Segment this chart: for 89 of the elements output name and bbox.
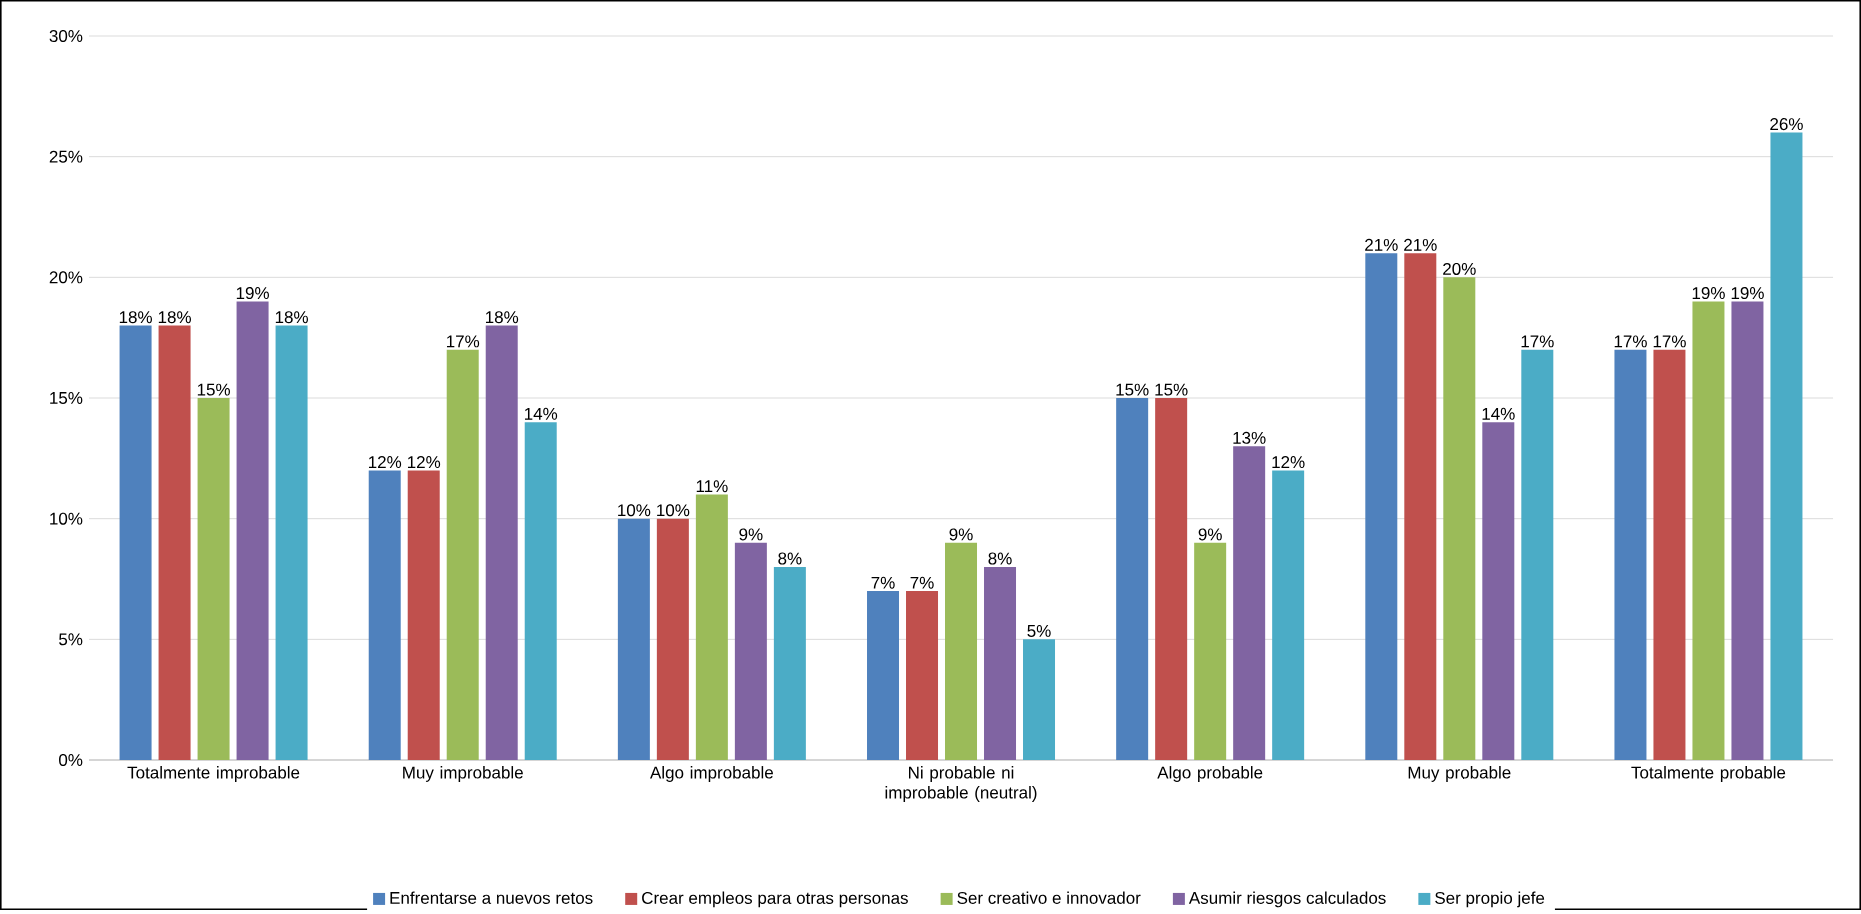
data-label: 7%: [910, 576, 934, 589]
bar: [1731, 301, 1764, 760]
data-label: 12%: [407, 455, 441, 468]
data-label: 7%: [871, 576, 895, 589]
data-label: 20%: [1443, 262, 1476, 275]
bar: [1653, 349, 1686, 760]
data-label: 19%: [1731, 286, 1764, 299]
bar: [1770, 132, 1803, 760]
bar: [407, 470, 440, 760]
bar: [1404, 253, 1437, 760]
data-label: 18%: [485, 311, 519, 324]
bar: [524, 421, 557, 760]
bar: [446, 349, 479, 760]
bar: [368, 470, 401, 760]
data-label: 13%: [1233, 431, 1266, 444]
bar: [275, 325, 308, 760]
data-label: 9%: [949, 528, 973, 541]
data-label: 14%: [1482, 407, 1515, 420]
data-label: 17%: [1521, 335, 1554, 348]
bar: [1023, 639, 1056, 760]
x-tick-label: Totalmente improbable: [127, 765, 300, 782]
data-label: 17%: [1653, 335, 1686, 348]
bar: [695, 494, 728, 760]
data-label: 12%: [1272, 455, 1305, 468]
data-label: 10%: [657, 504, 690, 517]
data-label: 26%: [1770, 117, 1803, 130]
data-label: 9%: [739, 528, 763, 541]
bar: [773, 566, 806, 760]
y-tick-label: 5%: [59, 633, 83, 646]
data-label: 21%: [1404, 238, 1437, 251]
bar: [1692, 301, 1725, 760]
data-label: 15%: [1116, 383, 1149, 396]
bar: [867, 590, 900, 760]
bar: [1155, 397, 1188, 760]
bar: [236, 301, 269, 760]
bar: [158, 325, 191, 760]
data-label: 5%: [1027, 624, 1051, 637]
legend-label: Asumir riesgos calculados: [1188, 891, 1386, 908]
data-label: 15%: [1155, 383, 1188, 396]
data-label: 17%: [447, 335, 480, 348]
y-tick-label: 20%: [49, 271, 83, 284]
y-tick-label: 25%: [49, 150, 83, 163]
bar: [1233, 446, 1266, 760]
bar: [1614, 349, 1647, 760]
bar: [1116, 397, 1149, 760]
bar: [1272, 470, 1305, 760]
bar: [119, 325, 152, 760]
x-tick-label: Ni probable ni improbable (neutral): [885, 765, 1037, 802]
bar: [734, 542, 767, 760]
data-label: 8%: [778, 552, 802, 565]
bar: [1443, 277, 1476, 760]
data-label: 9%: [1198, 528, 1222, 541]
bar: [906, 590, 939, 760]
legend-label: Crear empleos para otras personas: [642, 891, 908, 908]
data-label: 10%: [618, 504, 651, 517]
bar: [617, 518, 650, 760]
y-tick-label: 30%: [49, 29, 83, 42]
data-label: 21%: [1365, 238, 1398, 251]
data-label: 17%: [1614, 335, 1647, 348]
x-tick-label: Algo improbable: [650, 765, 773, 782]
bar: [984, 566, 1017, 760]
y-tick-label: 0%: [59, 753, 83, 766]
bar: [197, 397, 230, 760]
data-label: 18%: [275, 311, 308, 324]
x-tick-label: Totalmente probable: [1631, 765, 1786, 782]
bar: [1482, 421, 1515, 760]
data-label: 18%: [119, 311, 152, 324]
x-tick-label: Algo probable: [1157, 765, 1263, 782]
bar: [485, 325, 518, 760]
data-label: 8%: [988, 552, 1012, 565]
data-label: 12%: [368, 455, 402, 468]
legend-label: Enfrentarse a nuevos retos: [390, 891, 593, 904]
legend-label: Ser creativo e innovador: [957, 891, 1141, 904]
bar: [656, 518, 689, 760]
data-label: 19%: [236, 286, 269, 299]
data-label: 14%: [524, 407, 558, 420]
bar: [1194, 542, 1227, 760]
x-tick-label: Muy improbable: [403, 765, 523, 782]
bar: [1521, 349, 1554, 760]
x-tick-label: Muy probable: [1408, 765, 1511, 782]
data-label: 15%: [197, 383, 230, 396]
data-label: 18%: [158, 311, 191, 324]
data-label: 11%: [696, 480, 728, 492]
y-tick-label: 15%: [50, 391, 83, 404]
bar: [1365, 253, 1398, 760]
y-tick-label: 10%: [50, 512, 83, 525]
data-label: 19%: [1692, 286, 1725, 299]
legend-label: Ser propio jefe: [1435, 891, 1545, 908]
bar: [945, 542, 978, 760]
